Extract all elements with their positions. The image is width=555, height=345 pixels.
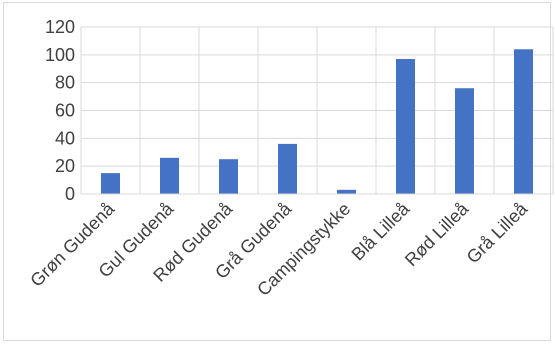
bar bbox=[337, 189, 356, 194]
y-tick-label: 60 bbox=[55, 101, 75, 121]
y-tick-label: 120 bbox=[45, 17, 75, 37]
y-tick-label: 40 bbox=[55, 128, 75, 148]
bar bbox=[396, 59, 415, 195]
y-tick-label: 0 bbox=[65, 184, 75, 204]
bar bbox=[278, 143, 297, 194]
x-category-label: Rød Lilleå bbox=[401, 198, 473, 270]
x-category-label: Grå Lilleå bbox=[463, 198, 532, 267]
bars bbox=[101, 49, 533, 195]
y-axis-tick-labels: 0 20 40 60 80 100 120 bbox=[45, 17, 75, 204]
y-tick-label: 80 bbox=[55, 73, 75, 93]
y-tick-label: 20 bbox=[55, 156, 75, 176]
bar bbox=[101, 173, 120, 194]
bar bbox=[160, 157, 179, 194]
bar bbox=[455, 88, 474, 194]
bar bbox=[219, 159, 238, 194]
y-tick-label: 100 bbox=[45, 45, 75, 65]
gridlines bbox=[80, 26, 554, 194]
bar bbox=[514, 49, 533, 195]
